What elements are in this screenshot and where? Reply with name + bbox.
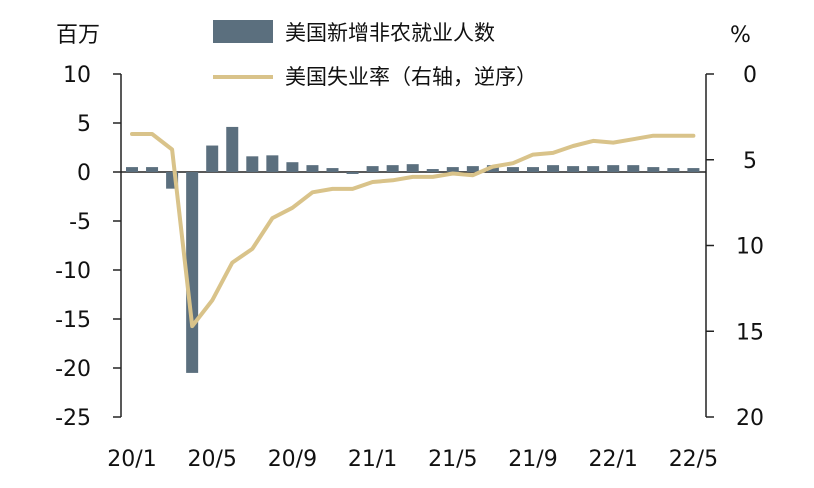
left-axis: 10 5 0 -5 -10 -15 -20 -25: [55, 63, 122, 431]
bar: [286, 162, 299, 172]
right-tick-label: 0: [743, 63, 757, 88]
bar: [306, 165, 319, 172]
legend-bar-swatch: [213, 20, 273, 43]
bar: [146, 167, 159, 172]
bar: [667, 168, 680, 172]
bar: [687, 168, 700, 172]
x-tick-label: 20/5: [187, 447, 236, 472]
left-axis-unit: 百万: [56, 23, 100, 48]
left-tick-label: -5: [69, 210, 91, 235]
bar: [346, 172, 359, 174]
unemployment-line: [130, 132, 696, 329]
bar: [446, 167, 459, 172]
right-tick-label: 20: [736, 406, 764, 431]
legend-bar-label: 美国新增非农就业人数: [285, 21, 495, 45]
x-axis: 20/1 20/5 20/9 21/1 21/5 21/9 22/1 22/5: [107, 171, 718, 472]
right-tick-label: 15: [736, 320, 764, 345]
left-tick-label: -25: [55, 406, 91, 431]
x-tick-label: 20/9: [268, 447, 317, 472]
x-tick-label: 21/9: [508, 447, 557, 472]
bar: [527, 167, 539, 172]
bar: [226, 126, 239, 172]
bar: [567, 166, 580, 172]
left-tick-label: -10: [55, 259, 91, 284]
left-tick-label: -15: [55, 308, 91, 333]
bar: [647, 167, 660, 172]
right-tick-label: 10: [736, 235, 764, 260]
x-tick-label: 20/1: [107, 447, 156, 472]
x-tick-label: 22/5: [669, 447, 718, 472]
bar: [506, 167, 519, 172]
bar: [386, 165, 399, 172]
legend: 美国新增非农就业人数 美国失业率（右轴，逆序）: [213, 20, 537, 89]
line-series: [130, 132, 696, 329]
bar: [607, 165, 620, 172]
bar: [627, 165, 640, 172]
legend-line-label: 美国失业率（右轴，逆序）: [285, 65, 537, 89]
bar: [246, 156, 259, 172]
bar: [406, 164, 419, 172]
x-tick-label: 22/1: [588, 447, 637, 472]
bar: [466, 166, 479, 172]
x-tick-label: 21/1: [348, 447, 397, 472]
right-axis: 0 5 10 15 20: [705, 63, 764, 431]
right-tick-label: 5: [743, 149, 757, 174]
left-tick-label: -20: [55, 357, 91, 382]
left-tick-label: 5: [77, 112, 91, 137]
bar: [326, 168, 339, 172]
bar: [587, 166, 600, 172]
bar: [126, 167, 138, 172]
x-tick-label: 21/5: [428, 447, 477, 472]
bar: [366, 166, 379, 172]
bar: [426, 169, 439, 172]
right-axis-unit: %: [730, 23, 751, 48]
left-tick-label: 10: [63, 63, 91, 88]
bar: [206, 145, 219, 172]
left-tick-label: 0: [77, 161, 91, 186]
bar-series: [126, 126, 700, 373]
bar: [266, 155, 279, 172]
bar: [547, 165, 560, 172]
